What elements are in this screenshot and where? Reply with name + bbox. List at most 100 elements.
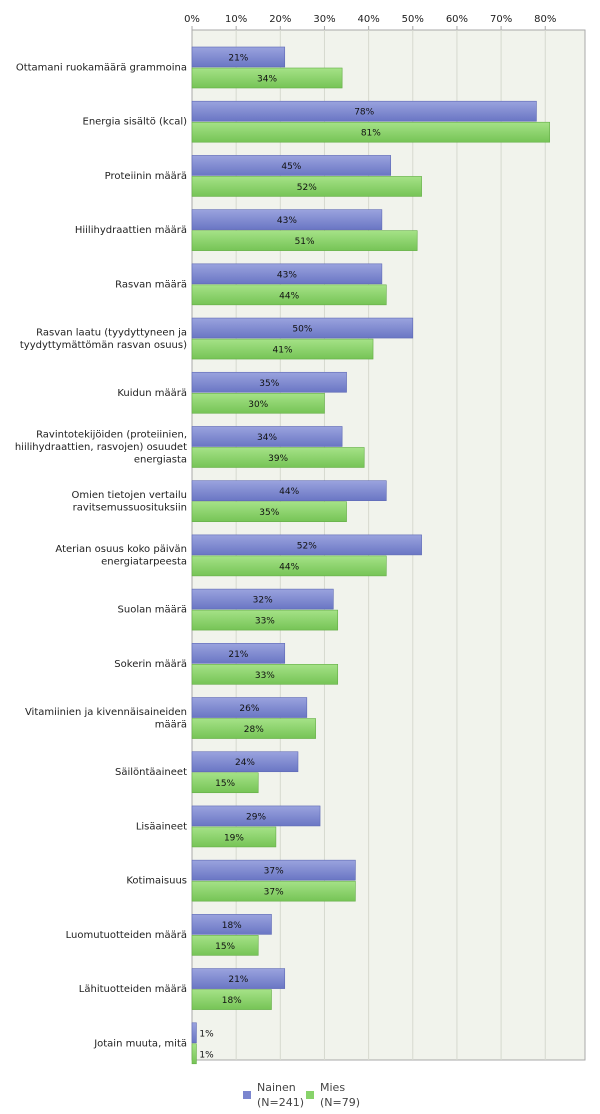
bar-nainen [191, 480, 387, 501]
x-tick-label: 60% [446, 14, 468, 25]
data-label: 39% [268, 454, 288, 464]
bar-mies [191, 935, 259, 956]
bar-mies [191, 338, 374, 360]
bar-nainen [191, 805, 321, 827]
x-tick-label: 40% [358, 14, 380, 25]
bar-nainen [191, 1022, 197, 1044]
data-label: 44% [279, 291, 299, 301]
bar-mies [191, 772, 259, 794]
data-label: 41% [273, 346, 293, 356]
data-label: 1% [199, 1029, 214, 1039]
data-label: 43% [277, 270, 297, 280]
data-label: 50% [292, 325, 312, 335]
bar-nainen [191, 534, 422, 556]
category-label: Hiilihydraattien määrä [75, 225, 187, 236]
x-tick-label: 0% [184, 14, 200, 25]
bar-mies [191, 392, 325, 414]
bar-nainen [191, 209, 383, 230]
category-label: Proteiinin määrä [105, 171, 187, 182]
category-label: Rasvan määrä [115, 279, 187, 290]
data-label: 18% [222, 996, 242, 1006]
bar-nainen [191, 859, 356, 881]
category-label: Rasvan laatu (tyydyttyneen ja tyydyttymät… [20, 327, 187, 351]
bar-nainen [191, 751, 299, 773]
data-label: 52% [297, 183, 317, 193]
data-label: 24% [235, 758, 255, 768]
legend: Nainen (N=241) Mies (N=79) [243, 1081, 360, 1109]
category-label: Jotain muuta, mitä [93, 1038, 187, 1049]
bar-mies [191, 176, 422, 197]
data-label: 81% [361, 129, 381, 139]
data-label: 26% [239, 704, 259, 714]
data-label: 21% [228, 975, 248, 985]
bar-mies [191, 609, 339, 631]
category-label: Lisäaineet [136, 821, 187, 832]
x-tick-label: 70% [490, 14, 512, 25]
data-label: 15% [215, 942, 235, 952]
bar-mies [191, 826, 277, 848]
bar-mies [191, 284, 387, 306]
bar-nainen [191, 697, 308, 718]
data-label: 1% [199, 1050, 214, 1060]
bar-nainen [191, 263, 383, 285]
bar-nainen [191, 643, 286, 664]
data-label: 34% [257, 433, 277, 443]
data-label: 21% [228, 54, 248, 64]
x-tick-label: 10% [225, 14, 247, 25]
bar-mies [191, 664, 339, 685]
category-label: Energia sisältö (kcal) [83, 117, 188, 128]
category-label: Aterian osuus koko päivän energiatarpeest… [55, 544, 187, 568]
bar-mies [191, 447, 365, 468]
bar-nainen [191, 155, 392, 176]
x-axis-ticks: 0% 10% 20% 30% 40% 50% 60% 70% 80% [184, 14, 556, 30]
category-label: Säilöntäaineet [115, 767, 187, 778]
data-label: 19% [224, 833, 244, 843]
data-label: 30% [248, 400, 268, 410]
bar-mies [191, 1043, 197, 1065]
x-tick-label: 80% [534, 14, 556, 25]
data-label: 44% [279, 487, 299, 497]
bar-nainen [191, 371, 347, 393]
data-label: 43% [277, 216, 297, 226]
legend-swatch-mies [306, 1091, 314, 1099]
data-label: 52% [297, 541, 317, 551]
category-labels: Ottamani ruokamäärä grammoina Energia sis… [15, 63, 187, 1050]
category-label: Suolan määrä [118, 605, 187, 616]
category-label: Luomutuotteiden määrä [66, 930, 187, 941]
bar-nainen [191, 968, 286, 989]
legend-n-label: (N=79) [320, 1096, 360, 1109]
bar-mies [191, 67, 343, 89]
data-label: 51% [295, 237, 315, 247]
bar-mies [191, 501, 347, 522]
x-tick-label: 20% [269, 14, 291, 25]
data-label: 37% [264, 867, 284, 877]
data-label: 28% [244, 725, 264, 735]
bar-mies [191, 880, 356, 902]
bar-mies [191, 121, 550, 143]
bar-nainen [191, 426, 343, 447]
bar-mies [191, 718, 316, 739]
legend-swatch-nainen [243, 1091, 251, 1099]
bar-nainen [191, 914, 272, 935]
bar-nainen [191, 588, 334, 610]
data-label: 21% [228, 650, 248, 660]
bar-nainen [191, 46, 286, 68]
data-label: 37% [264, 888, 284, 898]
data-label: 29% [246, 812, 266, 822]
data-label: 18% [222, 921, 242, 931]
legend-label: Mies [320, 1081, 345, 1094]
bar-mies [191, 230, 418, 251]
data-label: 33% [255, 671, 275, 681]
legend-n-label: (N=241) [257, 1096, 304, 1109]
bar-mies [191, 989, 272, 1010]
x-tick-label: 50% [402, 14, 424, 25]
category-label: Sokerin määrä [114, 659, 187, 670]
data-label: 33% [255, 617, 275, 627]
data-label: 44% [279, 562, 299, 572]
bars [191, 46, 550, 1065]
data-label: 78% [354, 108, 374, 118]
category-label: Omien tietojen vertailu ravitsemussuositu… [71, 490, 187, 514]
category-label: Kotimaisuus [126, 876, 187, 887]
legend-label: Nainen [257, 1081, 296, 1094]
